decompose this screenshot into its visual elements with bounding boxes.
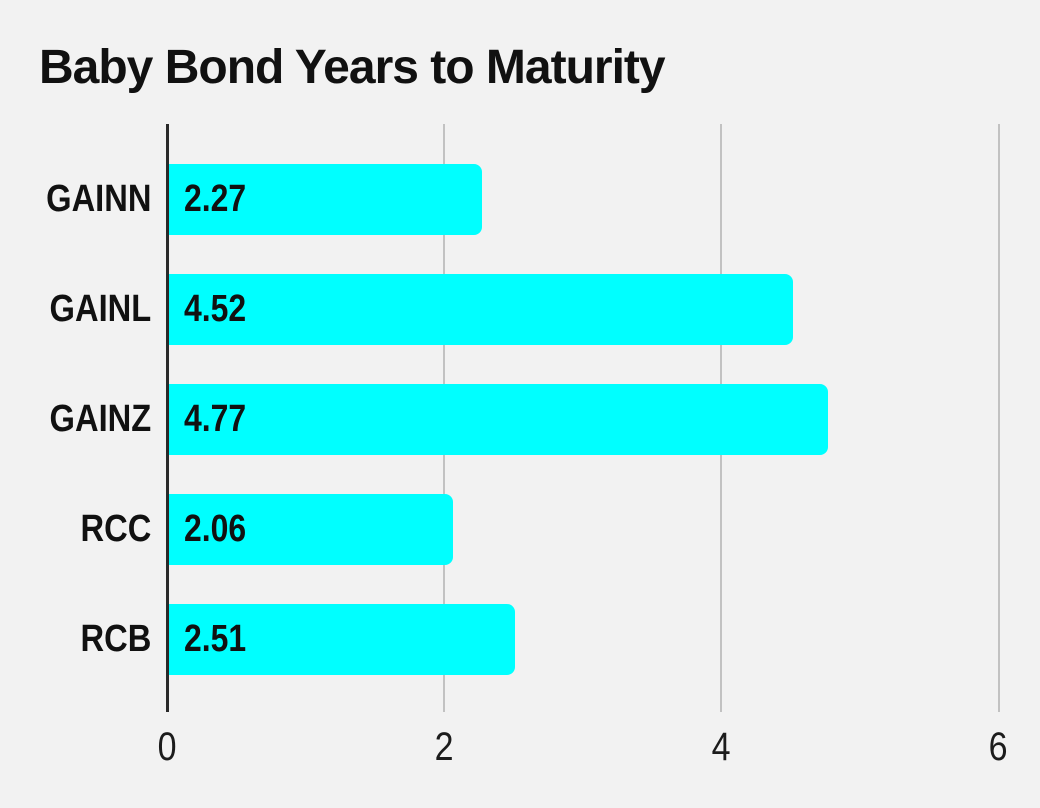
bar-rcc: 2.06 bbox=[169, 493, 453, 565]
category-label-text: RCB bbox=[80, 617, 151, 660]
category-label-rcb: RCB bbox=[0, 604, 151, 675]
bar-value-label: 4.77 bbox=[184, 397, 247, 440]
x-tick-label-0: 0 bbox=[117, 727, 217, 767]
category-label-gainz: GAINZ bbox=[0, 384, 151, 455]
category-label-gainl: GAINL bbox=[0, 274, 151, 345]
gridline-x-6 bbox=[997, 124, 1000, 712]
category-label-text: GAINN bbox=[45, 177, 151, 220]
category-label-text: GAINZ bbox=[49, 397, 151, 440]
category-label-gainn: GAINN bbox=[0, 164, 151, 235]
category-label-rcc: RCC bbox=[0, 494, 151, 565]
bar-value-label: 2.27 bbox=[184, 177, 247, 220]
y-axis-line bbox=[165, 124, 169, 712]
x-tick-label-text: 0 bbox=[157, 725, 177, 769]
bar-gainz: 4.77 bbox=[169, 383, 829, 455]
x-tick-label-6: 6 bbox=[949, 727, 1040, 767]
bar-value-label: 4.52 bbox=[184, 287, 247, 330]
bar-gainn: 2.27 bbox=[169, 163, 482, 235]
x-tick-label-2: 2 bbox=[394, 727, 494, 767]
x-tick-label-text: 4 bbox=[711, 725, 731, 769]
x-tick-label-4: 4 bbox=[671, 727, 771, 767]
chart-title: Baby Bond Years to Maturity bbox=[39, 41, 666, 94]
x-tick-label-text: 2 bbox=[434, 725, 454, 769]
bar-rcb: 2.51 bbox=[169, 603, 515, 675]
bar-gainl: 4.52 bbox=[169, 273, 794, 345]
category-label-text: RCC bbox=[80, 507, 151, 550]
x-tick-label-text: 6 bbox=[989, 725, 1009, 769]
category-label-text: GAINL bbox=[49, 287, 151, 330]
bar-value-label: 2.51 bbox=[184, 617, 247, 660]
bar-value-label: 2.06 bbox=[184, 507, 247, 550]
